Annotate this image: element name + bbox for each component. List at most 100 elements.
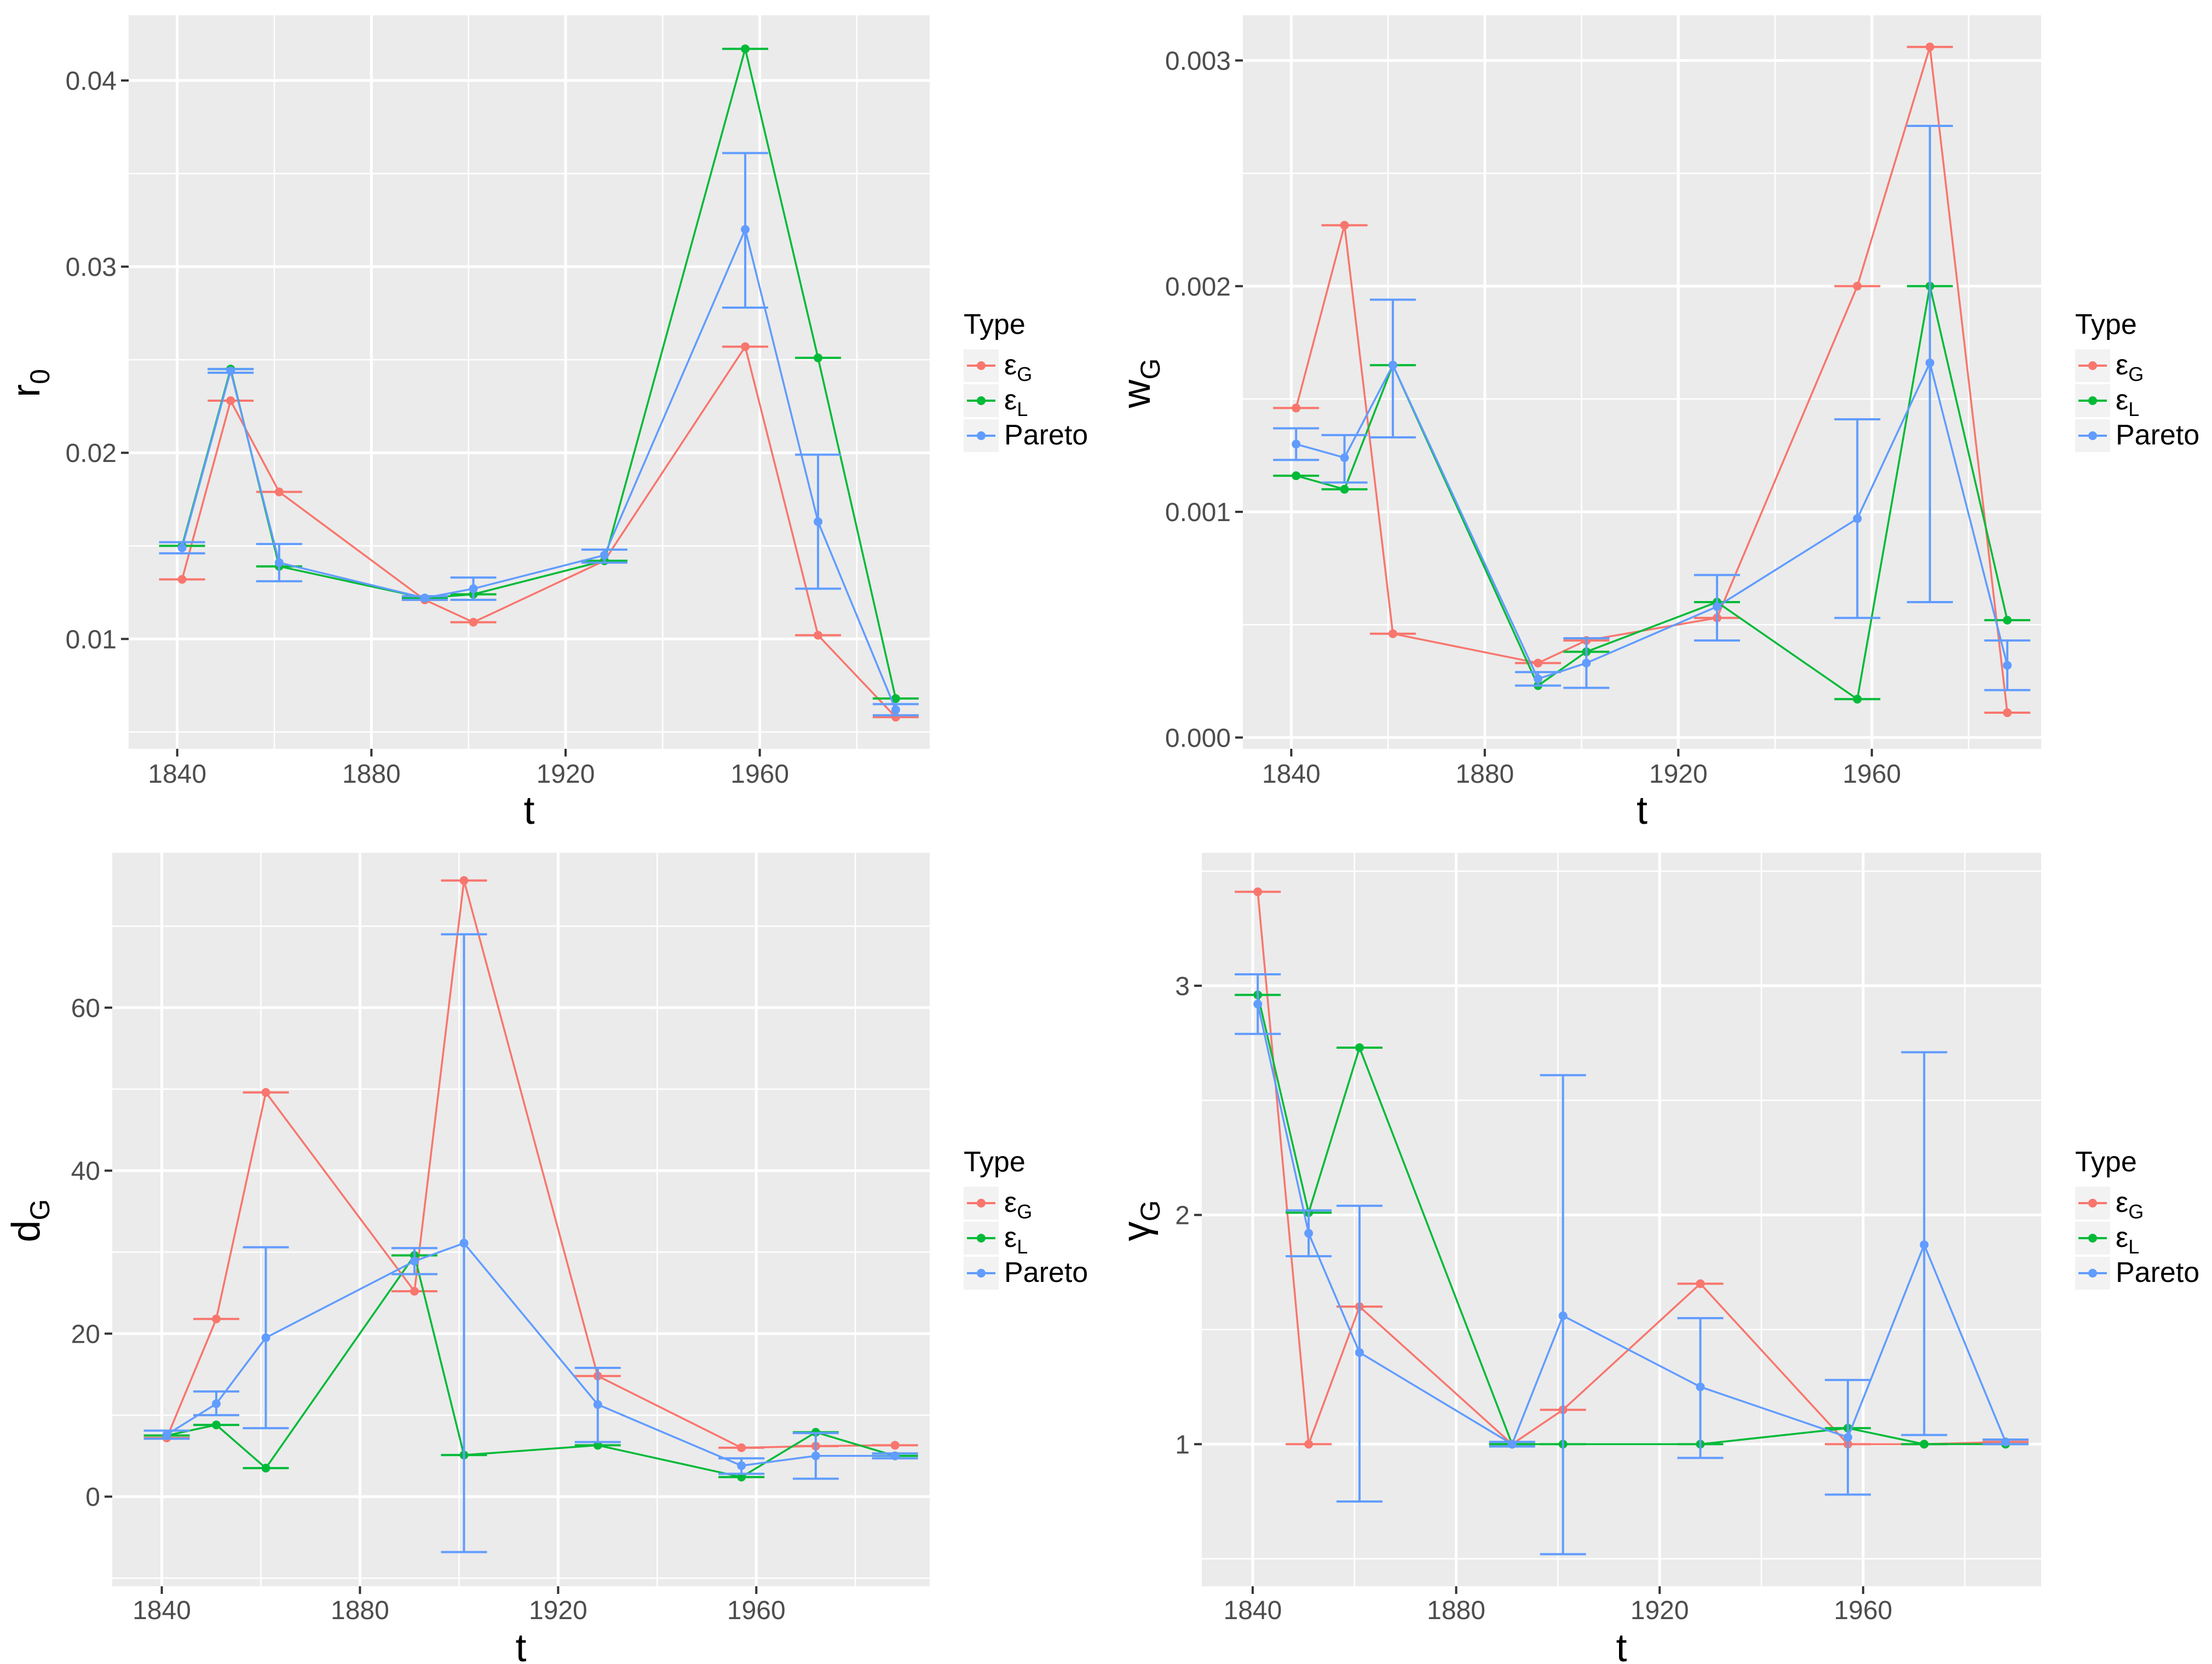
y-axis-label: r0 (4, 369, 55, 397)
y-tick-label: 0 (85, 1483, 100, 1512)
data-point (1340, 453, 1349, 463)
data-point (2003, 615, 2012, 625)
x-tick-label: 1840 (133, 1596, 191, 1625)
legend-key-point (977, 1199, 986, 1207)
legend-key-point (977, 1234, 986, 1243)
data-point (1304, 1440, 1314, 1449)
y-tick-label: 0.04 (66, 67, 117, 96)
data-point (410, 1256, 419, 1266)
data-point (1853, 281, 1862, 291)
data-point (1853, 514, 1862, 523)
series-pareto (143, 933, 918, 1553)
legend-title: Type (2075, 1146, 2137, 1178)
data-point (1340, 221, 1349, 230)
x-tick-label: 1960 (1842, 760, 1901, 789)
data-point (261, 1088, 270, 1097)
data-point (1843, 1432, 1852, 1442)
legend-key-point (2088, 1199, 2097, 1207)
legend-entry-label: εG (1004, 349, 1032, 385)
panel-background (1243, 15, 2041, 749)
legend-entry-label: Pareto (1004, 1257, 1088, 1289)
legend-key-point (2088, 1234, 2097, 1243)
data-point (814, 631, 823, 640)
data-point (737, 1461, 746, 1470)
y-tick-label: 0.01 (66, 625, 117, 654)
data-point (1388, 629, 1397, 638)
data-point (420, 593, 429, 603)
data-point (162, 1430, 171, 1440)
data-point (1925, 358, 1934, 367)
data-point (1558, 1311, 1568, 1320)
y-tick-label: 1 (1175, 1430, 1190, 1459)
legend-entry-label: εG (2116, 1187, 2144, 1223)
data-point (1696, 1382, 1705, 1391)
y-tick-label: 0.001 (1165, 498, 1231, 527)
legend-entry-label: Pareto (2116, 1257, 2199, 1289)
data-point (1253, 999, 1263, 1009)
x-tick-label: 1920 (529, 1596, 587, 1625)
data-point (212, 1399, 221, 1408)
y-axis-label: wG (1115, 359, 1166, 409)
panel-dG: 1840 1880 1920 1960 0 20 40 60 t dG (4, 853, 930, 1664)
data-point (2001, 1437, 2010, 1447)
data-point (811, 1451, 820, 1460)
panel-r0: 1840 1880 1920 1960 0.01 0.02 0.03 0.04 t r0 (4, 15, 930, 833)
legend-key-point (2088, 431, 2097, 440)
x-axis-label: t (523, 789, 534, 833)
data-point (1292, 440, 1301, 449)
x-tick-label: 1840 (1262, 760, 1321, 789)
x-tick-label: 1880 (1455, 760, 1514, 789)
x-axis-label: t (515, 1626, 526, 1664)
series-pareto (159, 152, 919, 717)
legend-key-point (977, 431, 986, 440)
x-tick-label: 1960 (727, 1596, 786, 1625)
y-tick-label: 2 (1175, 1201, 1190, 1230)
data-point (600, 551, 609, 560)
data-point (741, 44, 750, 54)
data-point (1304, 1229, 1314, 1238)
data-point (1507, 1440, 1517, 1449)
data-point (814, 517, 823, 527)
data-point (2003, 661, 2012, 670)
data-point (741, 342, 750, 351)
data-point (459, 1239, 469, 1248)
data-point (890, 1441, 900, 1450)
x-tick-label: 1920 (537, 760, 595, 789)
x-tick-label: 1880 (1427, 1596, 1485, 1625)
y-tick-label: 0.002 (1165, 273, 1231, 302)
data-point (1292, 471, 1301, 481)
data-point (1920, 1240, 1929, 1250)
x-tick-label: 1920 (1631, 1596, 1689, 1625)
legend-key-point (977, 396, 986, 405)
data-point (177, 575, 187, 584)
data-point (814, 353, 823, 362)
data-point (1582, 658, 1591, 668)
data-point (226, 396, 235, 406)
data-point (2003, 708, 2012, 718)
data-point (1920, 1440, 1929, 1449)
panel-background (129, 15, 930, 749)
data-point (226, 366, 235, 375)
data-point (177, 543, 187, 552)
series-pareto (1235, 973, 2029, 1556)
legend-title: Type (2075, 309, 2137, 340)
data-point (737, 1443, 746, 1452)
data-point (1388, 361, 1397, 370)
data-point (741, 225, 750, 234)
legend-entry-label: εL (2116, 1222, 2139, 1258)
data-point (1534, 658, 1543, 668)
data-point (1696, 1279, 1705, 1289)
x-axis-label: t (1637, 789, 1648, 833)
data-point (212, 1420, 221, 1430)
x-tick-label: 1880 (331, 1596, 389, 1625)
data-point (459, 876, 469, 885)
data-point (593, 1400, 602, 1409)
data-point (410, 1287, 419, 1296)
data-point (1925, 42, 1934, 51)
x-tick-label: 1880 (342, 760, 401, 789)
